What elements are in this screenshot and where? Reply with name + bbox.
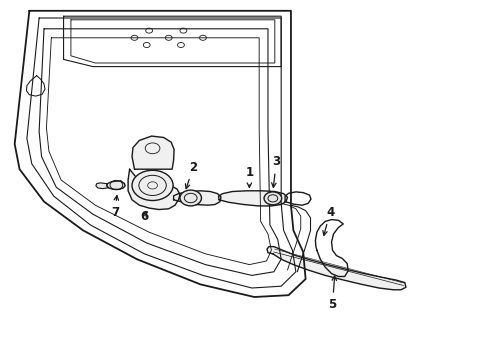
Circle shape	[132, 170, 173, 201]
Polygon shape	[106, 181, 125, 189]
Text: 1: 1	[245, 166, 253, 187]
Text: 4: 4	[322, 206, 333, 235]
Text: 6: 6	[140, 210, 148, 222]
Circle shape	[264, 192, 281, 205]
Polygon shape	[173, 191, 221, 205]
Text: 2: 2	[185, 161, 197, 189]
Text: 7: 7	[111, 196, 119, 219]
Circle shape	[180, 190, 201, 206]
Text: 3: 3	[271, 156, 280, 187]
Polygon shape	[96, 183, 107, 189]
Polygon shape	[266, 247, 405, 290]
Text: 5: 5	[328, 276, 336, 311]
Polygon shape	[128, 169, 180, 210]
Polygon shape	[132, 136, 174, 169]
Polygon shape	[218, 191, 287, 206]
